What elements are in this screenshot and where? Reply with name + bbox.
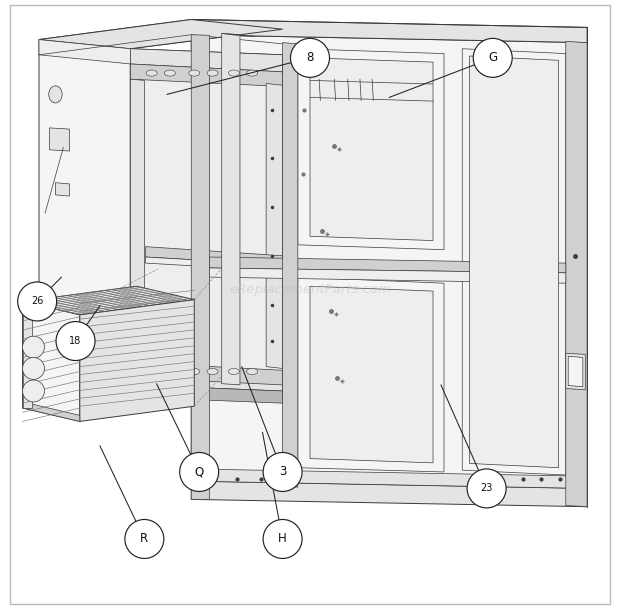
Ellipse shape <box>207 368 218 375</box>
Ellipse shape <box>164 70 175 76</box>
Polygon shape <box>39 359 283 391</box>
Polygon shape <box>191 35 210 499</box>
Ellipse shape <box>247 368 258 375</box>
Circle shape <box>125 519 164 558</box>
Text: 18: 18 <box>69 336 82 346</box>
Polygon shape <box>22 301 80 421</box>
Text: 3: 3 <box>279 465 286 479</box>
Ellipse shape <box>189 368 200 375</box>
Text: H: H <box>278 532 287 546</box>
Polygon shape <box>130 49 283 72</box>
Polygon shape <box>191 35 587 488</box>
Polygon shape <box>191 469 587 488</box>
Ellipse shape <box>207 70 218 76</box>
Circle shape <box>22 380 45 402</box>
Polygon shape <box>266 83 283 368</box>
Circle shape <box>263 452 302 491</box>
Polygon shape <box>310 286 433 463</box>
Ellipse shape <box>164 368 175 375</box>
Polygon shape <box>210 257 566 273</box>
Text: Q: Q <box>195 465 204 479</box>
Polygon shape <box>283 43 298 487</box>
Polygon shape <box>222 33 255 37</box>
Polygon shape <box>39 375 130 397</box>
Polygon shape <box>298 277 444 472</box>
Text: eReplacementParts.com: eReplacementParts.com <box>229 283 391 296</box>
Circle shape <box>56 322 95 361</box>
Polygon shape <box>39 40 130 64</box>
Ellipse shape <box>228 70 239 76</box>
Polygon shape <box>146 247 283 265</box>
Polygon shape <box>469 56 559 468</box>
Polygon shape <box>130 362 283 385</box>
Polygon shape <box>22 301 32 408</box>
Circle shape <box>22 357 45 379</box>
Text: 8: 8 <box>306 51 314 65</box>
Circle shape <box>180 452 219 491</box>
Circle shape <box>56 363 66 373</box>
Polygon shape <box>39 40 130 385</box>
Ellipse shape <box>146 70 157 76</box>
Polygon shape <box>39 19 283 49</box>
Polygon shape <box>80 300 194 421</box>
Polygon shape <box>568 356 583 387</box>
Circle shape <box>69 364 79 374</box>
Polygon shape <box>191 481 587 507</box>
Polygon shape <box>566 353 585 390</box>
Circle shape <box>473 38 512 77</box>
Polygon shape <box>298 49 444 250</box>
Polygon shape <box>222 33 240 385</box>
Polygon shape <box>130 79 144 362</box>
Text: 23: 23 <box>480 484 493 493</box>
Polygon shape <box>130 385 283 403</box>
Text: 26: 26 <box>31 297 43 306</box>
Ellipse shape <box>49 86 62 103</box>
Polygon shape <box>39 19 283 49</box>
Circle shape <box>291 38 329 77</box>
Ellipse shape <box>228 368 239 375</box>
Ellipse shape <box>247 70 258 76</box>
Polygon shape <box>22 286 194 315</box>
Polygon shape <box>210 268 566 283</box>
Polygon shape <box>50 128 69 151</box>
Polygon shape <box>463 49 566 475</box>
Circle shape <box>22 336 45 358</box>
Text: G: G <box>488 51 497 65</box>
Text: R: R <box>140 532 148 546</box>
Circle shape <box>467 469 506 508</box>
Ellipse shape <box>146 368 157 375</box>
Polygon shape <box>566 41 587 507</box>
Polygon shape <box>191 19 587 43</box>
Circle shape <box>45 362 54 371</box>
Circle shape <box>263 519 302 558</box>
Polygon shape <box>130 49 283 393</box>
Polygon shape <box>310 58 433 241</box>
Polygon shape <box>146 257 283 271</box>
Polygon shape <box>130 64 283 86</box>
Circle shape <box>18 282 56 321</box>
Polygon shape <box>55 183 69 196</box>
Polygon shape <box>22 402 80 421</box>
Ellipse shape <box>189 70 200 76</box>
